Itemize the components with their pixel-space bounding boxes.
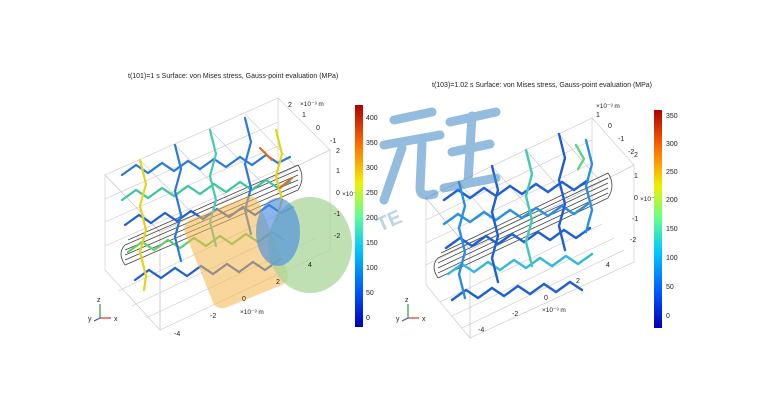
colorbar-label: 250 — [366, 190, 378, 197]
y-tick: 2 — [288, 102, 292, 109]
y-tick: -2 — [628, 149, 634, 156]
x-tick: 2 — [276, 279, 280, 286]
balloon-overlay — [184, 196, 352, 309]
z-tick: -1 — [334, 211, 340, 218]
plot-title: t(101)=1 s Surface: von Mises stress, Ga… — [128, 73, 339, 80]
colorbar-label: 150 — [666, 226, 678, 233]
triad-z-label: z — [405, 297, 409, 304]
x-tick: -2 — [210, 313, 216, 320]
stress-plot-panel-1s: t(101)=1 s Surface: von Mises stress, Ga… — [88, 73, 378, 338]
x-tick: 0 — [544, 295, 548, 302]
colorbar-label: 50 — [366, 290, 374, 297]
z-tick: -2 — [334, 233, 340, 240]
colorbar-label: 150 — [366, 240, 378, 247]
z-tick: 1 — [336, 168, 340, 175]
colorbar-label: 350 — [366, 140, 378, 147]
x-tick: -4 — [478, 327, 484, 334]
x-tick: 0 — [242, 296, 246, 303]
colorbar — [654, 110, 662, 328]
y-tick: -1 — [618, 136, 624, 143]
colorbar-label: 350 — [666, 113, 678, 120]
triad-y-label: y — [396, 316, 400, 323]
colorbar-label: 300 — [666, 141, 678, 148]
stent-mesh — [442, 132, 594, 302]
x-unit: ×10⁻³ m — [542, 307, 566, 314]
stent-3d-plot-1s: 2 1 0 -1 ×10⁻³ m 2 1 0 -1 -2 ×10⁻³ -4 -2… — [88, 97, 378, 338]
colorbar-label: 0 — [666, 313, 670, 320]
colorbar-label: 100 — [666, 255, 678, 262]
colorbar-label: 200 — [666, 197, 678, 204]
y-tick: 1 — [302, 112, 306, 119]
z-tick: 0 — [634, 195, 638, 202]
plot-title: t(103)=1.02 s Surface: von Mises stress,… — [432, 82, 653, 89]
z-tick: 1 — [634, 173, 638, 180]
triad-x-label: x — [422, 316, 426, 323]
colorbar-label: 50 — [666, 284, 674, 291]
colorbar-label: 300 — [366, 165, 378, 172]
z-unit: ×10⁻³ — [640, 196, 657, 203]
colorbar-label: 100 — [366, 265, 378, 272]
x-tick: 4 — [606, 262, 610, 269]
x-unit: ×10⁻³ m — [240, 309, 264, 316]
x-tick: 4 — [308, 262, 312, 269]
x-tick: -4 — [174, 331, 180, 338]
colorbar-label: 200 — [366, 215, 378, 222]
y-tick: 0 — [608, 123, 612, 130]
colorbar-label: 400 — [366, 115, 378, 122]
y-tick: 1 — [596, 112, 600, 119]
axis-triad: z x y — [396, 297, 426, 323]
z-tick: 0 — [336, 190, 340, 197]
y-tick: 0 — [316, 125, 320, 132]
colorbar — [355, 105, 363, 327]
colorbar-label: 0 — [366, 315, 370, 322]
axis-triad: z x y — [88, 297, 118, 323]
z-tick: -1 — [632, 216, 638, 223]
stress-plot-panel-1-02s: t(103)=1.02 s Surface: von Mises stress,… — [386, 0, 772, 401]
colorbar-label: 250 — [666, 169, 678, 176]
triad-z-label: z — [97, 297, 101, 304]
z-tick: 2 — [634, 152, 638, 159]
y-unit: ×10⁻³ m — [300, 101, 324, 108]
z-tick: 2 — [336, 148, 340, 155]
z-tick: -2 — [630, 237, 636, 244]
x-tick: -2 — [512, 311, 518, 318]
x-tick: 2 — [576, 278, 580, 285]
triad-y-label: y — [88, 316, 92, 323]
y-unit: ×10⁻³ m — [596, 103, 620, 110]
z-unit: ×10⁻³ — [342, 191, 359, 198]
stent-3d-plot-1-02s: 1 0 -1 -2 ×10⁻³ m 2 1 0 -1 -2 ×10⁻³ -4 -… — [396, 103, 678, 339]
y-tick: -1 — [330, 138, 336, 145]
triad-x-label: x — [114, 316, 118, 323]
